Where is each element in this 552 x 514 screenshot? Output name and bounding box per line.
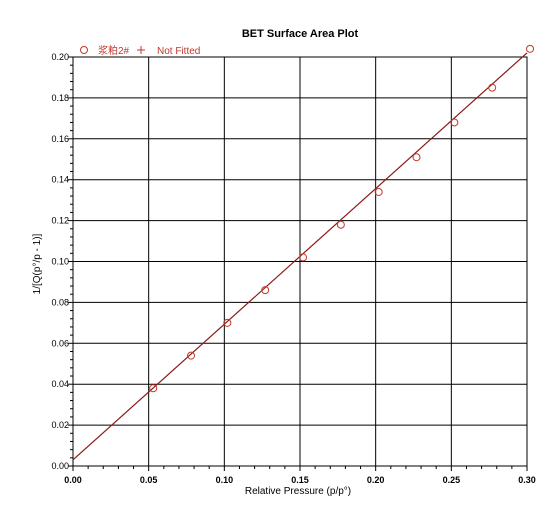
data-point bbox=[149, 384, 158, 393]
data-point bbox=[261, 286, 270, 295]
legend-circle-marker bbox=[80, 46, 88, 54]
data-point bbox=[336, 220, 345, 229]
legend: 浆粕2# Not Fitted bbox=[80, 44, 200, 57]
data-point bbox=[187, 351, 196, 360]
y-tick-label: 0.18 bbox=[51, 93, 69, 103]
legend-label-series: 浆粕2# bbox=[98, 44, 130, 57]
y-tick-label: 0.02 bbox=[51, 420, 69, 430]
data-point bbox=[488, 83, 497, 92]
y-tick-label: 0.00 bbox=[51, 461, 69, 471]
y-tick-label: 0.16 bbox=[51, 134, 69, 144]
legend-label-not-fitted: Not Fitted bbox=[157, 46, 200, 57]
x-tick-label: 0.30 bbox=[518, 475, 536, 485]
data-point bbox=[412, 153, 421, 162]
y-tick-label: 0.06 bbox=[51, 338, 69, 348]
data-point bbox=[374, 187, 383, 196]
y-tick-label: 0.12 bbox=[51, 216, 69, 226]
y-tick-label: 0.10 bbox=[51, 257, 69, 267]
x-tick-label: 0.00 bbox=[64, 475, 82, 485]
x-tick-label: 0.15 bbox=[291, 475, 309, 485]
axis-ticks bbox=[68, 56, 528, 471]
x-axis-label: Relative Pressure (p/p°) bbox=[245, 486, 351, 497]
data-point bbox=[299, 253, 308, 262]
data-points bbox=[149, 44, 535, 393]
y-axis-label: 1/[Q(p°/p - 1)] bbox=[32, 233, 43, 294]
x-tick-label: 0.10 bbox=[216, 475, 234, 485]
chart-title: BET Surface Area Plot bbox=[242, 28, 359, 40]
y-tick-label: 0.04 bbox=[51, 379, 69, 389]
y-tick-label: 0.08 bbox=[51, 297, 69, 307]
grid bbox=[73, 57, 527, 466]
y-tick-label: 0.20 bbox=[51, 52, 69, 62]
x-tick-label: 0.20 bbox=[367, 475, 385, 485]
x-tick-label: 0.05 bbox=[140, 475, 158, 485]
y-tick-label: 0.14 bbox=[51, 175, 69, 185]
data-point bbox=[223, 318, 232, 327]
plot-frame bbox=[72, 56, 528, 467]
data-point bbox=[450, 118, 459, 127]
data-point bbox=[526, 44, 535, 53]
legend-plus-marker bbox=[137, 46, 145, 54]
x-tick-label: 0.25 bbox=[443, 475, 461, 485]
tick-labels: 0.00 0.05 0.10 0.15 0.20 0.25 0.30 0.00 0.02 0.04… bbox=[51, 52, 535, 485]
